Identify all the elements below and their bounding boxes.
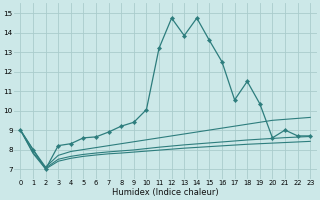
X-axis label: Humidex (Indice chaleur): Humidex (Indice chaleur) xyxy=(112,188,219,197)
